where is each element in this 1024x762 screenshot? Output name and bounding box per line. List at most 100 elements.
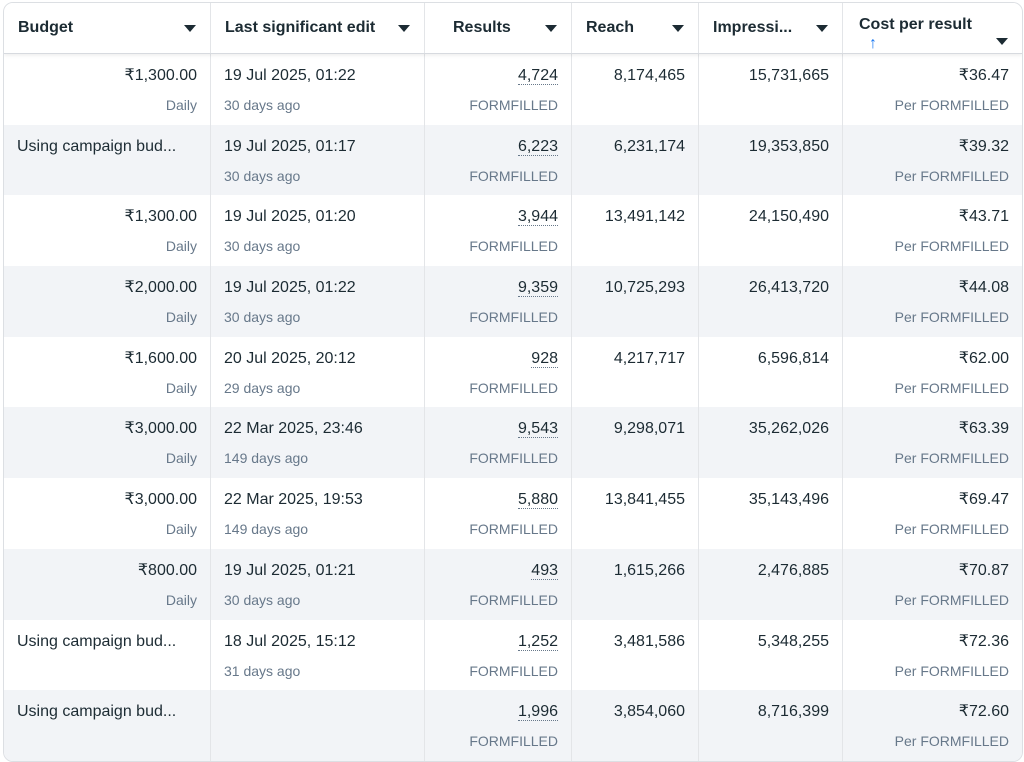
- results-type: FORMFILLED: [469, 521, 558, 538]
- caret-down-icon[interactable]: [398, 25, 410, 32]
- results-value[interactable]: 928: [531, 349, 558, 368]
- cost-per-result-value: ₹72.36: [958, 632, 1009, 650]
- last-edit-cell: 19 Jul 2025, 01:21 30 days ago: [211, 548, 425, 620]
- reach-value: 10,725,293: [604, 279, 685, 297]
- column-header-last-edit[interactable]: Last significant edit: [211, 3, 425, 53]
- cost-per-result-cell: ₹43.71 Per FORMFILLED: [843, 195, 1022, 266]
- last-edit-cell: 20 Jul 2025, 20:12 29 days ago: [211, 336, 425, 408]
- ads-table: Budget Last significant edit Results Rea…: [3, 2, 1023, 762]
- last-edit-date: 19 Jul 2025, 01:20: [224, 208, 356, 226]
- results-type: FORMFILLED: [469, 733, 558, 750]
- budget-value: ₹3,000.00: [124, 420, 197, 438]
- table-row[interactable]: ₹3,000.00 Daily 22 Mar 2025, 23:46 149 d…: [4, 407, 1022, 479]
- cost-per-result-cell: ₹44.08 Per FORMFILLED: [843, 266, 1022, 337]
- column-header-results[interactable]: Results: [425, 3, 572, 53]
- budget-cell: Using campaign bud...: [4, 690, 211, 761]
- cost-per-result-cell: ₹63.39 Per FORMFILLED: [843, 407, 1022, 478]
- cost-per-result-cell: ₹39.32 Per FORMFILLED: [843, 125, 1022, 196]
- impressions-value: 24,150,490: [748, 208, 829, 226]
- results-value[interactable]: 5,880: [517, 491, 558, 510]
- budget-value: ₹800.00: [137, 561, 197, 579]
- cost-per-result-value: ₹44.08: [958, 279, 1009, 297]
- impressions-value: 2,476,885: [757, 561, 829, 579]
- table-header: Budget Last significant edit Results Rea…: [4, 3, 1022, 54]
- reach-value: 13,841,455: [604, 491, 685, 509]
- results-type: FORMFILLED: [469, 450, 558, 467]
- column-header-impressions[interactable]: Impressi...: [699, 3, 843, 53]
- results-value[interactable]: 1,252: [517, 632, 558, 651]
- cost-per-result-value: ₹36.47: [958, 67, 1009, 84]
- caret-down-icon[interactable]: [672, 25, 684, 32]
- table-row[interactable]: ₹1,300.00 Daily 19 Jul 2025, 01:22 30 da…: [4, 54, 1022, 125]
- budget-type: Daily: [165, 238, 197, 255]
- impressions-cell: 35,143,496: [699, 478, 843, 549]
- cost-per-result-cell: ₹36.47 Per FORMFILLED: [843, 54, 1022, 125]
- reach-value: 8,174,465: [613, 67, 685, 84]
- impressions-value: 19,353,850: [748, 137, 829, 155]
- table-row[interactable]: ₹1,600.00 Daily 20 Jul 2025, 20:12 29 da…: [4, 336, 1022, 408]
- budget-cell: ₹3,000.00 Daily: [4, 407, 211, 479]
- table-row[interactable]: Using campaign bud... 19 Jul 2025, 01:17…: [4, 124, 1022, 196]
- column-header-reach[interactable]: Reach: [572, 3, 699, 53]
- results-value[interactable]: 4,724: [517, 67, 558, 85]
- cost-per-result-type: Per FORMFILLED: [894, 450, 1009, 467]
- table-row[interactable]: ₹1,300.00 Daily 19 Jul 2025, 01:20 30 da…: [4, 195, 1022, 267]
- caret-down-icon[interactable]: [816, 25, 828, 32]
- impressions-cell: 6,596,814: [699, 336, 843, 408]
- last-edit-relative: 149 days ago: [224, 521, 309, 538]
- results-value[interactable]: 3,944: [517, 208, 558, 227]
- results-value[interactable]: 9,359: [517, 279, 558, 298]
- results-value[interactable]: 6,223: [517, 137, 558, 156]
- results-value[interactable]: 1,996: [517, 703, 558, 722]
- table-row[interactable]: ₹3,000.00 Daily 22 Mar 2025, 19:53 149 d…: [4, 478, 1022, 549]
- impressions-cell: 19,353,850: [699, 124, 843, 196]
- cost-per-result-value: ₹63.39: [958, 420, 1009, 438]
- impressions-cell: 24,150,490: [699, 195, 843, 267]
- reach-cell: 3,854,060: [572, 690, 699, 761]
- budget-value: Using campaign bud...: [17, 703, 177, 721]
- last-edit-relative: 31 days ago: [224, 662, 301, 679]
- cost-per-result-value: ₹43.71: [958, 208, 1009, 226]
- reach-cell: 8,174,465: [572, 54, 699, 125]
- table-row[interactable]: ₹2,000.00 Daily 19 Jul 2025, 01:22 30 da…: [4, 266, 1022, 337]
- budget-cell: ₹1,300.00 Daily: [4, 195, 211, 267]
- impressions-cell: 35,262,026: [699, 407, 843, 479]
- last-edit-relative: 30 days ago: [224, 591, 301, 608]
- results-cell: 9,543 FORMFILLED: [425, 407, 572, 479]
- reach-value: 1,615,266: [613, 561, 685, 579]
- last-edit-cell: [211, 690, 425, 761]
- arrow-up-icon[interactable]: ↑: [869, 35, 877, 52]
- impressions-cell: 8,716,399: [699, 690, 843, 761]
- budget-value: Using campaign bud...: [17, 632, 177, 650]
- column-header-cost-per-result[interactable]: Cost per result ↑: [843, 3, 1022, 53]
- last-edit-relative: 149 days ago: [224, 450, 309, 467]
- caret-down-icon[interactable]: [545, 25, 557, 32]
- budget-cell: ₹1,300.00 Daily: [4, 54, 211, 125]
- budget-value: Using campaign bud...: [17, 137, 177, 155]
- table-row[interactable]: ₹800.00 Daily 19 Jul 2025, 01:21 30 days…: [4, 548, 1022, 620]
- reach-value: 4,217,717: [613, 349, 685, 367]
- results-type: FORMFILLED: [469, 238, 558, 255]
- cost-per-result-type: Per FORMFILLED: [894, 97, 1009, 113]
- last-edit-cell: 19 Jul 2025, 01:17 30 days ago: [211, 124, 425, 196]
- caret-down-icon[interactable]: [996, 38, 1008, 45]
- cost-per-result-cell: ₹62.00 Per FORMFILLED: [843, 337, 1022, 408]
- last-edit-relative: 30 days ago: [224, 97, 301, 113]
- column-header-budget[interactable]: Budget: [4, 3, 211, 53]
- table-row[interactable]: Using campaign bud... 1,996 FORMFILLED 3…: [4, 690, 1022, 761]
- table-row[interactable]: Using campaign bud... 18 Jul 2025, 15:12…: [4, 619, 1022, 691]
- last-edit-cell: 22 Mar 2025, 19:53 149 days ago: [211, 478, 425, 549]
- results-value[interactable]: 9,543: [517, 420, 558, 439]
- budget-type: Daily: [165, 591, 197, 608]
- results-value[interactable]: 493: [531, 561, 558, 580]
- last-edit-date: 19 Jul 2025, 01:22: [224, 67, 356, 84]
- results-cell: 4,724 FORMFILLED: [425, 54, 572, 125]
- impressions-value: 5,348,255: [757, 632, 829, 650]
- budget-type: Daily: [165, 450, 197, 467]
- last-edit-date: 19 Jul 2025, 01:22: [224, 279, 356, 297]
- cost-per-result-type: Per FORMFILLED: [894, 521, 1009, 538]
- cost-per-result-type: Per FORMFILLED: [894, 309, 1009, 326]
- cost-per-result-value: ₹69.47: [958, 491, 1009, 509]
- column-header-label: Impressi...: [713, 19, 793, 36]
- caret-down-icon[interactable]: [184, 25, 196, 32]
